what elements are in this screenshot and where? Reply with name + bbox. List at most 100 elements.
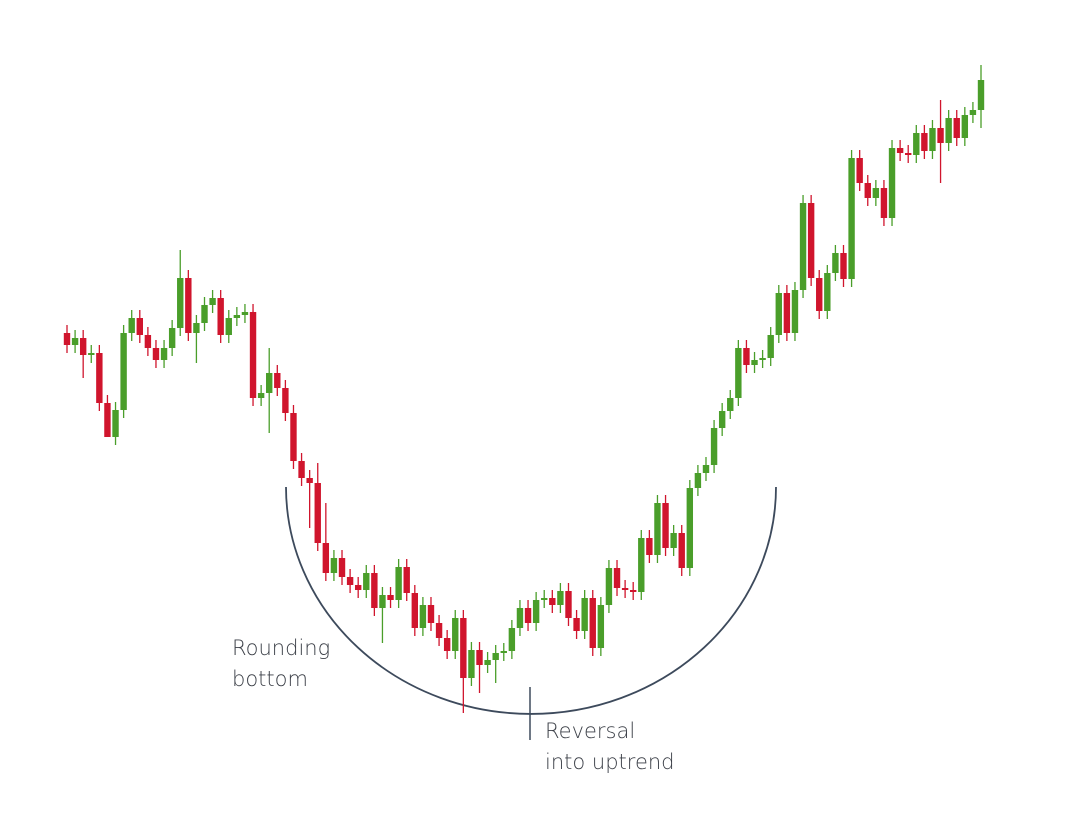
- candle-body: [209, 298, 216, 305]
- candle-body: [298, 461, 305, 478]
- candle-body: [549, 598, 556, 605]
- candle-body: [306, 478, 313, 483]
- annotation: Reversal into uptrend: [545, 716, 675, 778]
- candle-body: [363, 573, 370, 590]
- candle-body: [484, 660, 491, 665]
- candle-body: [88, 353, 95, 355]
- candle-body: [589, 598, 596, 648]
- candle-body: [419, 605, 427, 628]
- candle-body: [751, 360, 758, 365]
- candle-body: [961, 115, 969, 138]
- candle-body: [710, 428, 718, 465]
- candles: [63, 65, 985, 713]
- candle-body: [807, 203, 815, 278]
- candle-body: [532, 600, 540, 623]
- candle-body: [152, 348, 160, 360]
- candle-body: [557, 591, 564, 605]
- candle-body: [201, 305, 208, 323]
- candle-body: [387, 595, 394, 600]
- candle-body: [338, 558, 346, 577]
- candle-body: [371, 573, 378, 608]
- candle-body: [427, 605, 435, 623]
- candle-body: [840, 253, 847, 279]
- candle-body: [937, 128, 944, 143]
- candle-body: [492, 653, 499, 660]
- candle-body: [314, 483, 321, 543]
- annotation-line: Reversal: [545, 719, 636, 743]
- candle-body: [79, 338, 87, 355]
- candle-body: [452, 618, 459, 651]
- candle-body: [403, 567, 410, 593]
- candle-body: [743, 348, 750, 365]
- candle-body: [508, 628, 516, 651]
- candle-body: [290, 413, 297, 461]
- candle-body: [864, 183, 871, 198]
- candle-body: [832, 253, 839, 273]
- candle-body: [322, 543, 330, 573]
- candle-body: [177, 278, 184, 328]
- candle-body: [670, 533, 677, 548]
- candle-body: [435, 623, 443, 638]
- candle-body: [824, 273, 831, 311]
- candle-body: [702, 465, 710, 473]
- candle-body: [621, 588, 629, 590]
- candle-body: [541, 598, 548, 600]
- candle-body: [638, 538, 645, 592]
- candle-body: [379, 595, 386, 608]
- candle-body: [654, 503, 661, 555]
- candle-body: [694, 473, 702, 488]
- candle-body: [460, 618, 467, 678]
- candle-body: [969, 110, 977, 115]
- candle-body: [848, 158, 855, 279]
- annotation-line: into uptrend: [545, 750, 675, 774]
- annotation-line: bottom: [232, 667, 308, 691]
- candle-body: [735, 348, 742, 398]
- candle-body: [605, 568, 613, 605]
- candle-body: [217, 298, 224, 335]
- candle-body: [775, 293, 782, 335]
- annotation-line: Rounding: [232, 636, 331, 660]
- candle-body: [573, 618, 580, 631]
- candle-body: [524, 608, 532, 623]
- candle-body: [144, 335, 152, 348]
- candle-body: [921, 133, 928, 151]
- candle-body: [443, 638, 451, 651]
- candle-body: [168, 328, 176, 348]
- candle-body: [160, 348, 168, 360]
- rounding-arc: [285, 486, 777, 715]
- candle-body: [516, 608, 524, 628]
- candle-body: [71, 338, 79, 345]
- candle-body: [266, 373, 273, 393]
- candle-body: [662, 503, 669, 548]
- candle-body: [249, 312, 257, 398]
- candle-body: [727, 398, 734, 411]
- candle-body: [193, 323, 200, 333]
- candle-body: [816, 278, 823, 311]
- candle-body: [856, 158, 863, 183]
- candle-body: [613, 568, 621, 588]
- candle-body: [597, 605, 605, 648]
- candle-body: [241, 312, 249, 315]
- candle-body: [896, 148, 904, 153]
- candle-body: [136, 318, 143, 335]
- candle-body: [104, 403, 111, 437]
- annotation: Rounding bottom: [232, 633, 330, 695]
- candle-body: [880, 188, 888, 218]
- candle-body: [500, 651, 507, 653]
- candle-body: [257, 393, 265, 398]
- candle-body: [953, 118, 960, 138]
- candle-body: [274, 373, 281, 388]
- candle-body: [646, 538, 653, 555]
- candle-body: [581, 598, 588, 631]
- candle-body: [565, 591, 572, 618]
- candle-body: [282, 388, 289, 413]
- candle-body: [233, 315, 241, 318]
- candle-body: [767, 335, 774, 358]
- candle-body: [799, 203, 807, 290]
- candle-body: [678, 533, 685, 568]
- candle-body: [468, 650, 475, 678]
- candle-body: [783, 293, 791, 333]
- candle-body: [686, 488, 694, 568]
- candle-body: [330, 558, 338, 573]
